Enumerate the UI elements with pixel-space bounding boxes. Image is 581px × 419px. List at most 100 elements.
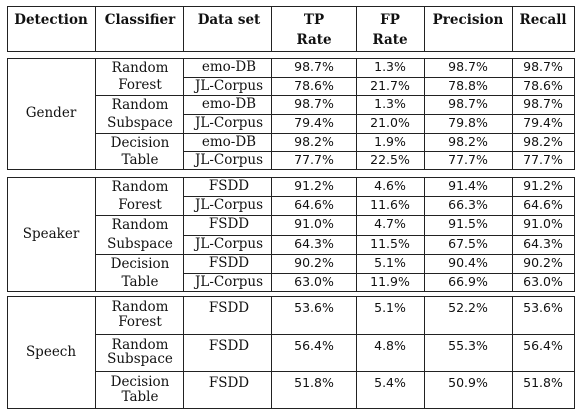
classifier-name: Random [111,179,169,195]
row-divider [183,114,575,115]
classifier-name: Decision [110,134,170,151]
dataset-cell: emo-DB [201,96,257,113]
fp-rate-cell: 1.9% [374,133,406,149]
dataset-cell: FSDD [208,178,250,194]
classifier-name: Random [111,60,169,76]
classifier-name: Random [111,217,169,234]
dataset-cell: JL-Corpus [194,152,264,169]
tp-rate-cell: 53.6% [294,300,334,315]
recall-cell: 64.3% [523,235,563,251]
classifier-name: Forest [118,197,162,214]
dataset-cell: FSDD [208,216,250,233]
precision-cell: 50.9% [448,375,488,391]
classifier-name: Forest [118,77,162,94]
recall-cell: 98.2% [523,133,563,149]
dataset-cell: JL-Corpus [194,77,264,94]
precision-cell: 98.2% [448,133,488,149]
precision-cell: 66.3% [448,197,488,213]
classifier-name: Subspace [107,235,173,252]
tp-rate-cell: 90.2% [294,254,334,270]
row-divider [95,133,575,134]
precision-cell: 91.4% [448,178,488,193]
dataset-cell: FSDD [208,254,250,271]
tp-rate-cell: 79.4% [294,115,334,130]
column-divider [95,6,96,52]
column-divider [356,296,357,409]
recall-cell: 53.6% [523,300,563,315]
fp-rate-cell: 5.1% [374,300,406,315]
header-classifier: Classifier [104,12,176,28]
fp-rate-cell: 1.3% [374,59,406,74]
column-divider [183,177,184,292]
row-divider [183,151,575,152]
recall-cell: 91.0% [523,216,563,232]
classifier-name: Random [111,97,169,114]
precision-cell: 52.2% [448,300,488,315]
recall-cell: 91.2% [523,178,563,193]
recall-cell: 77.7% [523,152,563,168]
precision-cell: 67.5% [448,235,488,251]
column-divider [512,296,513,409]
classifier-name: Subspace [107,351,173,368]
fp-rate-cell: 4.8% [374,337,406,353]
dataset-cell: emo-DB [201,133,257,150]
row-divider [95,215,575,216]
detection-label: Speaker [22,225,80,242]
tp-rate-cell: 77.7% [294,152,334,168]
fp-rate-cell: 21.0% [370,115,410,130]
column-divider [271,177,272,292]
detection-label: Speech [25,343,77,360]
classifier-name: Subspace [107,114,173,131]
dataset-cell: emo-DB [201,59,257,75]
row-divider [95,95,575,96]
column-divider [424,296,425,409]
row-divider [183,196,575,197]
tp-rate-cell: 98.7% [294,96,334,112]
header-detection: Detection [14,12,88,28]
row-divider [95,254,575,255]
row-divider [95,371,575,372]
column-divider [271,296,272,409]
fp-rate-cell: 11.5% [370,235,410,251]
header-row [7,6,575,52]
column-divider [271,6,272,52]
fp-rate-cell: 11.9% [370,273,410,289]
header-precision: Precision [432,12,504,28]
column-divider [512,177,513,292]
dataset-cell: FSDD [208,300,250,316]
tp-rate-cell: 91.2% [294,178,334,193]
column-divider [183,296,184,409]
column-divider [356,6,357,52]
tp-rate-cell: 56.4% [294,337,334,353]
column-divider [356,177,357,292]
tp-rate-cell: 64.6% [294,197,334,213]
fp-rate-cell: 4.6% [374,178,406,193]
classifier-name: Random [111,299,169,315]
precision-cell: 90.4% [448,254,488,270]
group-speech [7,296,575,409]
header-fp-rate: Rate [372,32,408,48]
dataset-cell: JL-Corpus [194,273,264,290]
tp-rate-cell: 98.2% [294,133,334,149]
dataset-cell: FSDD [208,375,250,392]
column-divider [95,177,96,292]
recall-cell: 79.4% [523,115,563,130]
recall-cell: 98.7% [523,59,563,74]
column-divider [512,6,513,52]
row-divider [183,273,575,274]
recall-cell: 64.6% [523,197,563,213]
precision-cell: 55.3% [448,337,488,353]
fp-rate-cell: 11.6% [370,197,410,213]
fp-rate-cell: 4.7% [374,216,406,232]
classifier-name: Decision [110,255,170,272]
tp-rate-cell: 78.6% [294,77,334,93]
dataset-cell: FSDD [208,337,250,354]
fp-rate-cell: 22.5% [370,152,410,168]
column-divider [95,296,96,409]
dataset-cell: JL-Corpus [194,235,264,252]
row-divider [183,235,575,236]
group-speaker [7,177,575,292]
header-fp-rate: FP [380,12,400,28]
dataset-cell: JL-Corpus [194,115,264,131]
fp-rate-cell: 5.1% [374,254,406,270]
